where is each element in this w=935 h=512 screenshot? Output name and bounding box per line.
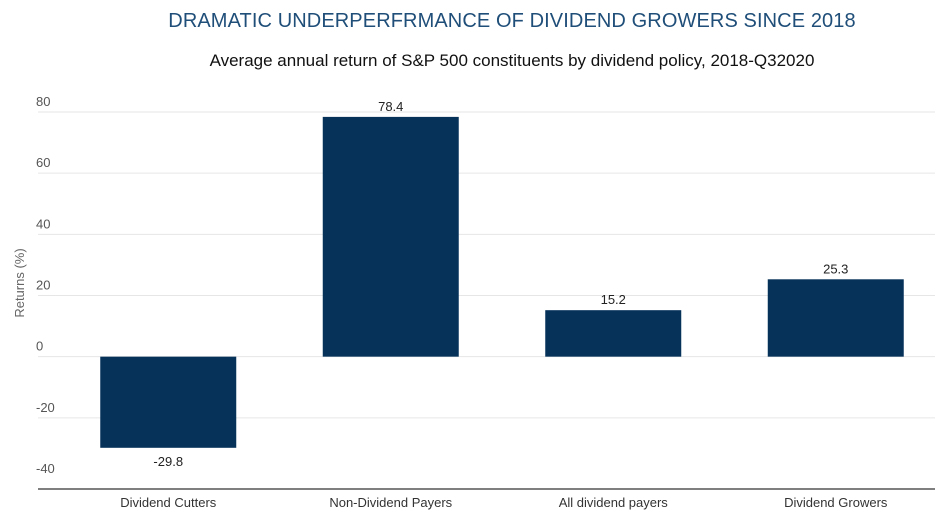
bar <box>322 116 459 357</box>
y-tick-label: 60 <box>36 155 50 170</box>
bar <box>545 310 682 357</box>
data-label: 78.4 <box>378 99 403 114</box>
y-tick-label: 40 <box>36 216 50 231</box>
data-label: 15.2 <box>601 292 626 307</box>
data-label: -29.8 <box>153 454 183 469</box>
x-tick-label: Non-Dividend Payers <box>329 495 452 510</box>
chart-title: DRAMATIC UNDERPERFRMANCE OF DIVIDEND GRO… <box>168 10 856 32</box>
bar <box>767 279 904 357</box>
y-axis-label: Returns (%) <box>12 248 27 317</box>
x-tick-label: Dividend Cutters <box>120 495 217 510</box>
y-tick-label: 0 <box>36 339 43 354</box>
bars: -29.8 78.4 15.2 25.3 <box>100 99 904 469</box>
y-tick-label: -40 <box>36 461 55 476</box>
y-tick-label: 20 <box>36 278 50 293</box>
chart-subtitle: Average annual return of S&P 500 constit… <box>209 51 815 70</box>
data-label: 25.3 <box>823 261 848 276</box>
y-tick-label: -20 <box>36 400 55 415</box>
x-tick-label: All dividend payers <box>559 495 669 510</box>
y-tick-label: 80 <box>36 94 50 109</box>
axes: 80 60 40 20 0 -20 -40 Returns (%) Dividend Cutte… <box>12 94 935 510</box>
bar <box>100 356 237 448</box>
x-tick-label: Dividend Growers <box>784 495 888 510</box>
